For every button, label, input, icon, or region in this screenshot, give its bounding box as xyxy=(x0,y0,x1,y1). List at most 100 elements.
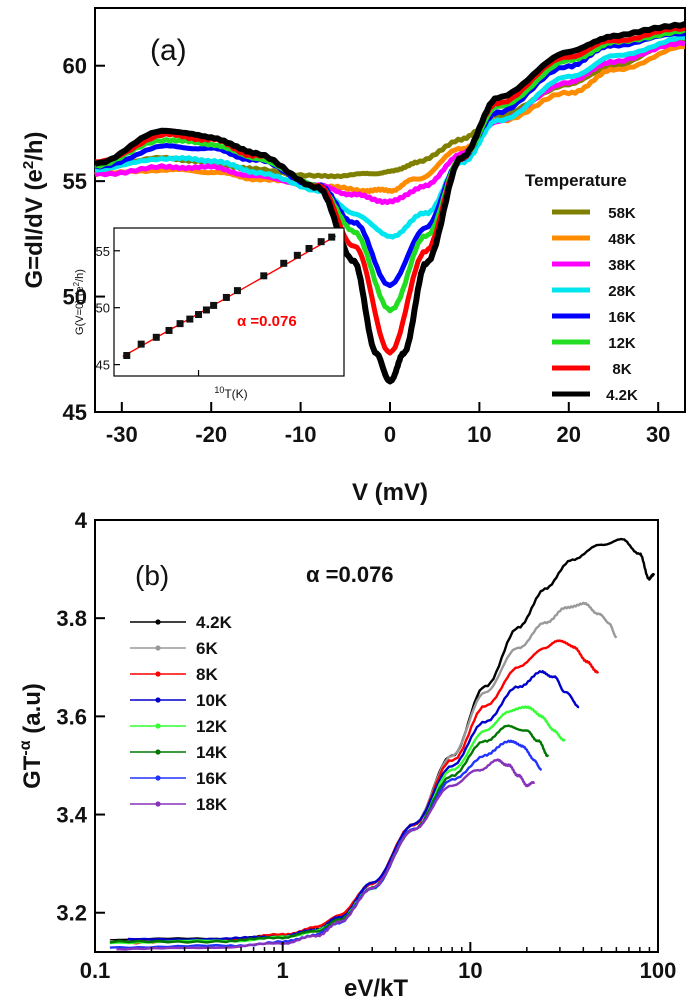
inset-data-point xyxy=(137,340,145,348)
inset-y-axis-label: G(V=0) (e2/h) xyxy=(72,269,86,335)
panel-b-y-tick-label: 3.6 xyxy=(56,704,87,729)
inset-data-point xyxy=(123,352,131,360)
panel-a-series-48K xyxy=(94,44,686,195)
panel-a-legend-label: 38K xyxy=(608,257,636,274)
panel-b-label: (b) xyxy=(135,560,169,591)
panel-a-legend-label: 4.2K xyxy=(606,387,638,404)
panel-a-inset-chart: 45 50 55 10T(K) G(V=0) (e2/h) α =0.076 xyxy=(72,227,345,401)
inset-x-axis-label: 10T(K) xyxy=(214,385,247,401)
panel-b-curves xyxy=(109,537,655,951)
panel-a-series-4.2K xyxy=(94,21,686,385)
panel-a-legend-label: 12K xyxy=(608,335,636,352)
panel-b-series-8K xyxy=(127,639,600,945)
panel-a-legend-title: Temperature xyxy=(525,171,627,190)
panel-a-label: (a) xyxy=(150,34,187,67)
panel-a-x-tick-label: 10 xyxy=(467,422,491,447)
inset-data-point xyxy=(186,315,194,323)
panel-a-series-12K xyxy=(94,27,686,314)
inset-data-point xyxy=(293,251,301,259)
panel-b-series-12K xyxy=(109,705,566,945)
inset-data-point xyxy=(165,326,173,334)
panel-b-chart: 0.1 1 10 100 3.2 3.4 3.6 3.8 4 (b) α =0.076 eV/… xyxy=(17,508,676,1002)
inset-y-tick-label: 50 xyxy=(96,301,110,316)
panel-b-series-16K xyxy=(109,739,543,950)
inset-content xyxy=(122,233,337,376)
panel-b-legend: 4.2K 6K 8K 10K 12K 14K 16K 18K xyxy=(130,613,233,814)
inset-data-point xyxy=(152,333,160,341)
panel-b-legend-marker xyxy=(155,749,161,755)
panel-a-x-tick-label: -20 xyxy=(195,422,227,447)
panel-b-legend-marker xyxy=(155,775,161,781)
inset-data-point xyxy=(210,301,218,309)
panel-a-y-tick-label: 50 xyxy=(63,285,87,310)
panel-a-x-tick-label: -10 xyxy=(285,422,317,447)
panel-b-legend-marker xyxy=(155,697,161,703)
panel-b-y-tick-label: 3.8 xyxy=(56,606,87,631)
inset-data-point xyxy=(222,293,230,301)
inset-data-point xyxy=(195,311,203,319)
panel-a-legend: 58K 48K 38K 28K 16K 12K 8K 4.2K xyxy=(552,205,638,404)
panel-a-series-16K xyxy=(94,31,686,289)
panel-b-x-axis-label: eV/kT xyxy=(344,975,408,1002)
panel-a-curves xyxy=(94,21,686,385)
panel-a-series-28K xyxy=(94,34,686,240)
panel-a-y-tick-label: 45 xyxy=(63,400,87,425)
panel-b-legend-marker xyxy=(155,619,161,625)
panel-a-chart: -30 -20 -10 0 10 20 30 45 50 55 60 (a) V (mV) G=d… xyxy=(20,7,686,506)
inset-data-point xyxy=(317,238,325,246)
panel-b-annotation: α =0.076 xyxy=(306,562,394,587)
panel-a-y-tick-label: 60 xyxy=(63,54,87,79)
panel-a-legend-label: 8K xyxy=(612,361,631,378)
panel-b-legend-label: 10K xyxy=(196,691,228,710)
panel-b-legend-marker xyxy=(155,671,161,677)
panel-b-y-axis-label: GT-α (a.u) xyxy=(17,683,46,789)
panel-a-legend-label: 28K xyxy=(608,283,636,300)
inset-y-tick-label: 55 xyxy=(96,244,110,259)
panel-a-x-tick-label: -30 xyxy=(106,422,138,447)
panel-b-legend-marker xyxy=(155,801,161,807)
panel-b-x-tick-label: 10 xyxy=(458,958,482,983)
panel-b-legend-label: 18K xyxy=(196,795,228,814)
panel-a-x-tick-label: 20 xyxy=(557,422,581,447)
panel-b-legend-label: 4.2K xyxy=(196,613,233,632)
panel-b-series-14K xyxy=(109,724,550,944)
inset-data-point xyxy=(328,233,336,241)
inset-data-point xyxy=(233,287,241,295)
panel-b-legend-label: 12K xyxy=(196,717,228,736)
inset-y-ticks: 45 50 55 xyxy=(96,244,120,373)
inset-y-tick-label: 45 xyxy=(96,358,110,373)
panel-b-legend-label: 14K xyxy=(196,743,228,762)
panel-b-y-ticks: 3.2 3.4 3.6 3.8 4 xyxy=(56,508,105,926)
panel-a-x-axis-label: V (mV) xyxy=(352,479,428,506)
panel-b-legend-label: 8K xyxy=(196,665,218,684)
panel-b-x-tick-label: 100 xyxy=(640,958,677,983)
panel-b-y-tick-label: 4 xyxy=(75,508,88,533)
panel-b-legend-label: 16K xyxy=(196,769,228,788)
panel-b-x-tick-label: 0.1 xyxy=(80,958,111,983)
inset-data-point xyxy=(260,272,268,280)
panel-b-x-tick-label: 1 xyxy=(277,958,289,983)
inset-data-point xyxy=(305,244,313,252)
panel-a-x-tick-label: 30 xyxy=(646,422,670,447)
panel-a-y-axis-label: G=dI/dV (e2/h) xyxy=(20,131,48,288)
panel-a-legend-label: 16K xyxy=(608,309,636,326)
panel-a-y-tick-label: 55 xyxy=(63,169,87,194)
panel-b-legend-label: 6K xyxy=(196,639,218,658)
panel-b-legend-marker xyxy=(155,723,161,729)
panel-b-series-18K xyxy=(116,758,536,951)
panel-a-x-ticks: -30 -20 -10 0 10 20 30 xyxy=(106,402,670,447)
panel-a-x-tick-label: 0 xyxy=(384,422,396,447)
panel-b-y-tick-label: 3.4 xyxy=(56,803,87,828)
inset-annotation: α =0.076 xyxy=(237,313,297,330)
panel-a-legend-label: 48K xyxy=(608,231,636,248)
inset-data-point xyxy=(202,306,210,314)
inset-data-point xyxy=(176,320,184,328)
inset-data-point xyxy=(280,259,288,267)
panel-b-plot-frame xyxy=(94,519,659,953)
panel-b-x-ticks: 0.1 1 10 100 xyxy=(80,942,677,983)
panel-b-y-tick-label: 3.2 xyxy=(56,901,87,926)
panel-a-series-38K xyxy=(94,40,686,206)
panel-b-legend-marker xyxy=(155,645,161,651)
panel-a-legend-label: 58K xyxy=(608,205,636,222)
